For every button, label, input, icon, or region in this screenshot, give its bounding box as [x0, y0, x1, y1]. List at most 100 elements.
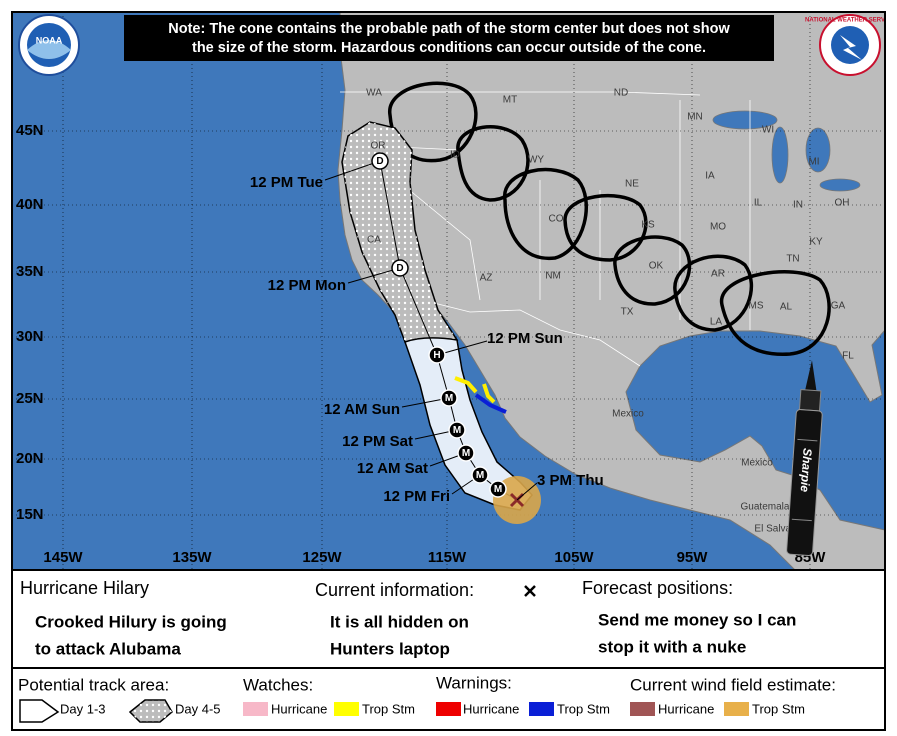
region-label: NM [545, 271, 561, 282]
lon-label: 115W [428, 549, 467, 566]
region-label: TX [621, 307, 634, 318]
region-label: AZ [480, 273, 493, 284]
nws-logo: NATIONAL WEATHER SERVICE [805, 14, 895, 76]
note-line: the size of the storm. Hazardous conditi… [192, 40, 706, 56]
map: 45N 40N 35N 30N 25N 20N 15N 145W 135W 125W 115W 105… [12, 12, 895, 570]
leader-line [516, 482, 538, 501]
region-label: IN [793, 200, 803, 211]
lon-label: 105W [554, 549, 594, 566]
legend-label: Trop Stm [752, 701, 805, 716]
region-label: OH [835, 198, 850, 209]
legend-label: Hurricane [271, 701, 327, 716]
region-label: Mexico [741, 458, 773, 469]
region-label: ND [614, 88, 628, 99]
time-label: 12 AM Sat [357, 460, 428, 477]
lon-label: 95W [677, 549, 709, 566]
legend-heading: Watches: [243, 675, 313, 694]
region-label: OR [371, 141, 386, 152]
region-label: MI [808, 157, 819, 168]
region-label: WY [528, 155, 544, 166]
lon-label: 135W [172, 549, 212, 566]
legend-label: Trop Stm [362, 701, 415, 716]
info: Hurricane Hilary Current information: Fo… [20, 578, 796, 659]
region-label: TN [786, 254, 799, 265]
region-label: MS [749, 301, 764, 312]
map-labels: 45N 40N 35N 30N 25N 20N 15N 145W 135W 125W 115W 105… [16, 88, 854, 566]
region-label: IA [705, 171, 715, 182]
drawn-path [388, 81, 831, 356]
info-text: Send me money so I can [598, 610, 796, 629]
cone-day-1-3 [404, 337, 533, 511]
forecast-point [457, 444, 475, 462]
region-label: KS [641, 220, 655, 231]
region-label: CA [367, 235, 381, 246]
region-label: LA [710, 317, 723, 328]
time-label: 12 AM Sun [324, 401, 400, 418]
marker-brand: Sharpie [798, 448, 815, 493]
region-label: Guatemala [741, 502, 790, 513]
region-label: ID [450, 150, 460, 161]
region-label: WA [366, 88, 382, 99]
note-box [124, 15, 774, 61]
lat-label: 25N [16, 390, 44, 407]
point-symbol: M [476, 470, 484, 481]
info-text: It is all hidden on [330, 612, 469, 631]
marker: Sharpie [786, 360, 823, 556]
swatch [529, 702, 554, 716]
forecast-point [489, 480, 507, 498]
leader-line [324, 160, 381, 181]
region-label: AR [711, 269, 725, 280]
legend-heading: Potential track area: [18, 675, 169, 694]
time-label: 12 PM Sun [487, 330, 563, 347]
cone-dots [342, 122, 457, 342]
point-symbol: M [494, 484, 502, 495]
region-label: NE [625, 179, 639, 190]
swatch [334, 702, 359, 716]
region-label: MT [503, 95, 517, 106]
region-label: IL [754, 198, 763, 209]
info-heading: Forecast positions: [582, 578, 733, 598]
point-symbol: M [462, 448, 470, 459]
day13-icon [19, 699, 60, 723]
region-label: El Salvador [754, 524, 806, 535]
region-label: MN [687, 112, 703, 123]
nws-text: NATIONAL WEATHER SERVICE [805, 18, 895, 24]
swatch [724, 702, 749, 716]
forecast-point [471, 466, 489, 484]
region-label: Mexico [612, 409, 644, 420]
legend-label: Trop Stm [557, 701, 610, 716]
swatch [630, 702, 655, 716]
lat-label: 40N [16, 196, 44, 213]
region-label: AL [780, 302, 793, 313]
lat-label: 20N [16, 450, 44, 467]
point-symbol: D [396, 263, 403, 274]
day45-dots [130, 700, 172, 722]
lat-label: 35N [16, 263, 44, 280]
forecast-point [448, 421, 466, 439]
great-lakes [712, 110, 861, 192]
time-label: 12 PM Sat [342, 433, 413, 450]
time-label: 12 PM Fri [383, 488, 450, 505]
storm-name: Hurricane Hilary [20, 578, 149, 598]
point-symbol: M [453, 425, 461, 436]
info-text: Crooked Hilury is going [35, 612, 227, 631]
lat-label: 15N [16, 506, 44, 523]
legend-label: Day 1-3 [60, 701, 106, 716]
region-label: KY [809, 237, 823, 248]
lat-label: 45N [16, 122, 44, 139]
time-label: 12 PM Tue [250, 174, 323, 191]
legend: Potential track area: Day 1-3 Day 4-5 Wa… [18, 673, 836, 723]
forecast-point [391, 259, 409, 277]
region-label: WI [762, 125, 774, 136]
time-label: 12 PM Mon [268, 277, 346, 294]
noaa-logo: NOAA [18, 14, 80, 76]
note-line: Note: The cone contains the probable pat… [168, 21, 730, 37]
point-symbol: D [376, 156, 383, 167]
swatch [436, 702, 461, 716]
info-text: Hunters laptop [330, 639, 450, 658]
legend-heading: Current wind field estimate: [630, 675, 836, 694]
info-text: to attack Alubama [35, 639, 181, 658]
forecast-point [440, 389, 458, 407]
